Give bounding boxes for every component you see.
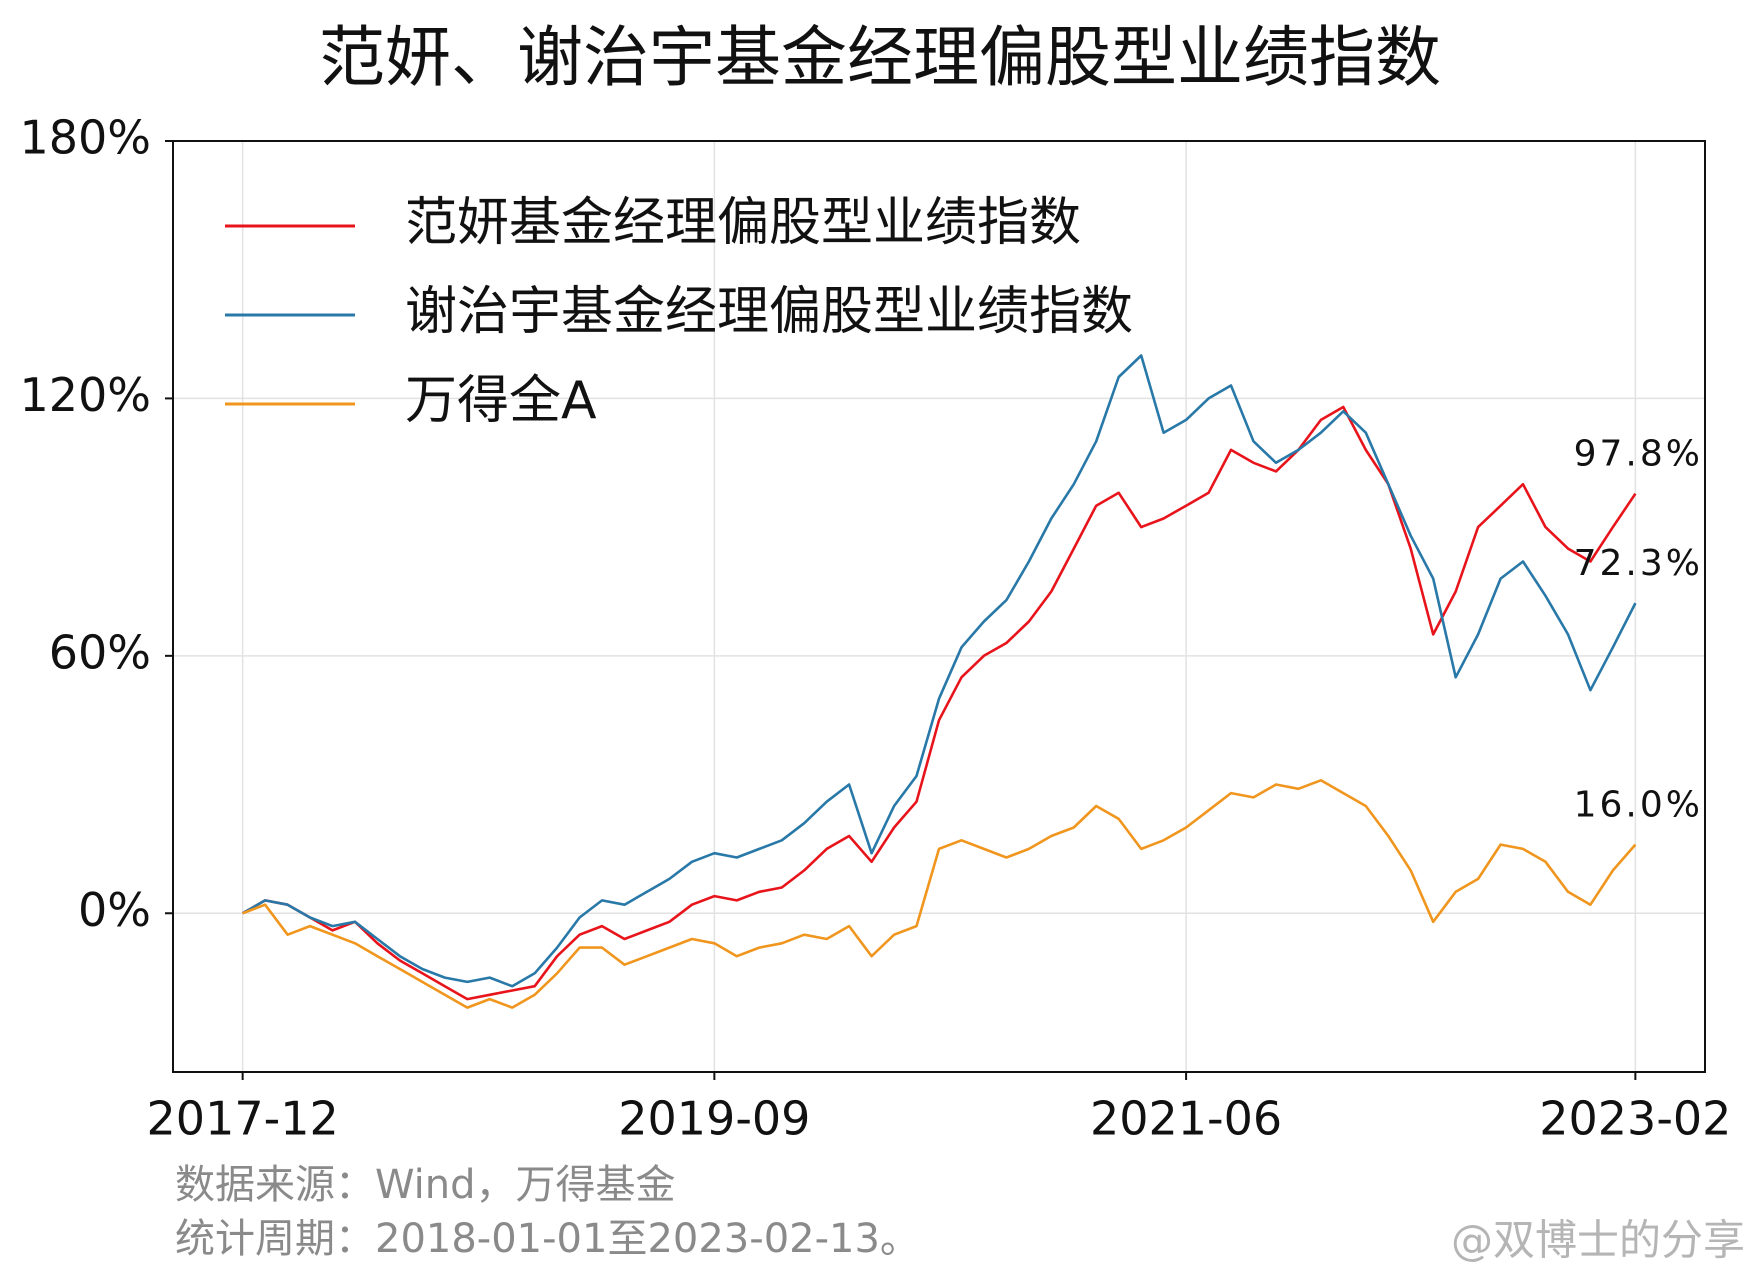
series-line — [242, 779, 1637, 1009]
source-note: 数据来源：Wind，万得基金 — [175, 1162, 676, 1208]
x-tick-label: 2019-09 — [618, 1092, 810, 1146]
legend-label: 谢治宇基金经理偏股型业绩指数 — [405, 282, 1133, 342]
x-tick-label: 2021-06 — [1090, 1092, 1282, 1146]
value-label: 72.3% — [1574, 543, 1703, 584]
legend-label: 万得全A — [405, 371, 597, 431]
series-line — [241, 405, 1637, 1001]
series-line — [241, 354, 1637, 988]
chart-title: 范妍、谢治宇基金经理偏股型业绩指数 — [319, 19, 1441, 96]
value-label: 97.8% — [1574, 434, 1703, 475]
plot-frame — [172, 140, 1706, 1073]
watermark: @双博士的分享 — [1451, 1216, 1745, 1265]
source-note: 统计周期：2018-01-01至2023-02-13。 — [175, 1216, 920, 1262]
y-tick-label: 120% — [19, 368, 151, 422]
value-label: 16.0% — [1574, 785, 1703, 826]
legend-label: 范妍基金经理偏股型业绩指数 — [405, 193, 1081, 253]
x-tick-label: 2017-12 — [147, 1092, 339, 1146]
y-tick-label: 60% — [49, 625, 151, 679]
x-tick-label: 2023-02 — [1539, 1092, 1731, 1146]
y-tick-label: 180% — [19, 111, 151, 165]
y-tick-label: 0% — [78, 883, 151, 937]
